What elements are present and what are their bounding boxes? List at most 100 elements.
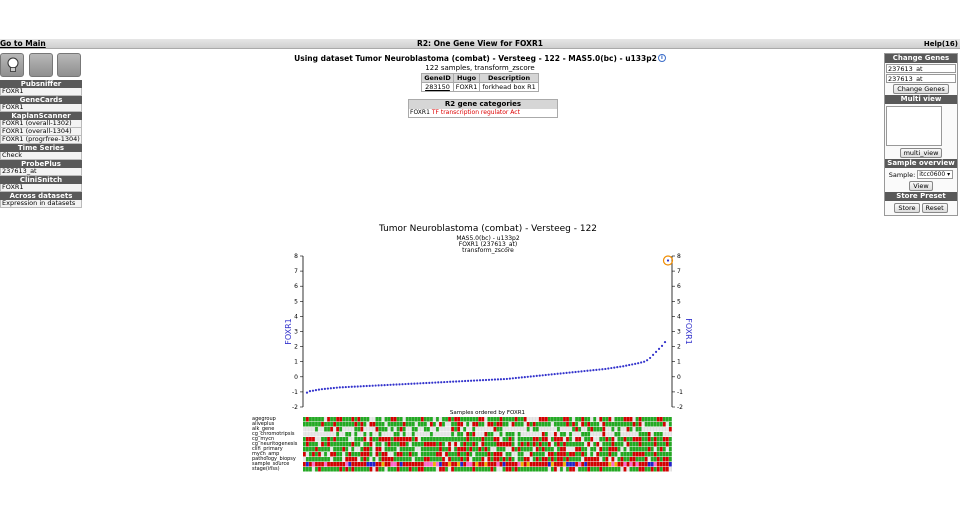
track-cell	[505, 427, 509, 432]
track-cell	[566, 442, 569, 447]
track-cell	[306, 462, 309, 467]
track-cell	[369, 462, 373, 467]
track-cell	[502, 467, 506, 472]
track-cell	[381, 422, 385, 427]
track-cell	[436, 462, 439, 467]
track-cell	[544, 447, 548, 452]
gene-id-link[interactable]: 283150	[421, 82, 454, 92]
track-cell	[638, 417, 642, 422]
sample-select[interactable]: itcc0600 ▾	[917, 170, 954, 179]
track-cell	[327, 457, 330, 462]
data-point	[562, 372, 565, 375]
section-link[interactable]: FOXR1 (overall-1302)	[0, 120, 82, 128]
section-link[interactable]: Check	[0, 152, 82, 160]
track-cell	[653, 447, 657, 452]
track-cell	[544, 417, 548, 422]
track-cell	[402, 452, 406, 457]
section-link[interactable]: Expression in datasets	[0, 200, 82, 208]
track-cell	[572, 447, 575, 452]
track-label: stage(inss)	[252, 465, 280, 472]
y-tick-label: 6	[677, 283, 681, 290]
track-cell	[557, 462, 560, 467]
gene-input-1[interactable]	[886, 64, 956, 73]
y-tick-label: 2	[677, 344, 681, 351]
gene-input-2[interactable]	[886, 74, 956, 83]
track-cell	[662, 417, 666, 422]
tool-button-3[interactable]	[57, 53, 81, 77]
change-genes-button[interactable]: Change Genes	[893, 84, 949, 94]
go-to-main-link[interactable]: Go to Main	[0, 39, 46, 48]
track-cell	[578, 432, 581, 437]
data-point	[541, 374, 544, 377]
track-cell	[378, 432, 382, 437]
track-cell	[306, 457, 309, 462]
left-panel: Pubsniffer FOXR1 GeneCards FOXR1 KaplanScann…	[0, 80, 82, 208]
track-cell	[487, 462, 491, 467]
track-cell	[487, 427, 491, 432]
data-point	[308, 390, 312, 393]
section-time-series-title: Time Series	[0, 144, 82, 152]
track-cell	[638, 432, 642, 437]
track-cell	[430, 437, 433, 442]
track-cell	[354, 452, 358, 457]
lightbulb-button[interactable]	[0, 53, 24, 77]
reset-button[interactable]: Reset	[921, 203, 948, 213]
track-cell	[584, 437, 588, 442]
sample-overview-title: Sample overview	[885, 159, 957, 168]
track-cell	[387, 467, 391, 472]
track-cell	[393, 447, 397, 452]
data-point	[353, 385, 356, 388]
track-cell	[451, 442, 454, 447]
track-cell	[638, 437, 642, 442]
section-link[interactable]: FOXR1 (progrfree-1304)	[0, 136, 82, 144]
track-cell	[360, 437, 364, 442]
track-cell	[411, 427, 415, 432]
track-cell	[411, 462, 415, 467]
y-tick-label: -2	[292, 404, 298, 411]
section-kaplanscanner-title: KaplanScanner	[0, 112, 82, 120]
section-link[interactable]: 237613_at	[0, 168, 82, 176]
multi-view-textarea[interactable]	[886, 106, 942, 146]
track-cell	[457, 467, 460, 472]
section-link[interactable]: FOXR1	[0, 104, 82, 112]
track-cell	[535, 457, 539, 462]
track-cell	[590, 442, 594, 447]
section-link[interactable]: FOXR1	[0, 184, 82, 192]
data-point	[446, 380, 449, 384]
track-cell	[363, 452, 367, 457]
track-cell	[463, 467, 467, 472]
track-cell	[345, 422, 349, 427]
track-cell	[339, 417, 343, 422]
track-cell	[375, 447, 379, 452]
track-cell	[427, 457, 430, 462]
track-cell	[463, 447, 467, 452]
track-cell	[454, 467, 457, 472]
section-link[interactable]: FOXR1 (overall-1304)	[0, 128, 82, 136]
store-button[interactable]: Store	[894, 203, 920, 213]
track-cell	[460, 442, 464, 447]
multi-view-button[interactable]: multi_view	[899, 148, 943, 158]
track-cell	[493, 432, 497, 437]
info-icon[interactable]: i	[657, 54, 666, 62]
track-cell	[390, 437, 394, 442]
track-cell	[366, 437, 370, 442]
track-cell	[632, 432, 636, 437]
help-link[interactable]: Help(16)	[923, 40, 958, 48]
track-cell	[445, 447, 448, 452]
track-cell	[659, 417, 663, 422]
track-cell	[439, 422, 442, 427]
tool-button-2[interactable]	[29, 53, 53, 77]
track-cell	[653, 442, 657, 447]
section-link[interactable]: FOXR1	[0, 88, 82, 96]
view-button[interactable]: View	[909, 181, 933, 191]
track-cell	[563, 462, 566, 467]
track-cell	[348, 422, 352, 427]
track-cell	[387, 462, 391, 467]
gene-category-row[interactable]: FOXR1 TF transcription regulator Act	[409, 109, 557, 117]
track-cell	[466, 447, 470, 452]
track-cell	[393, 437, 397, 442]
track-cell	[635, 462, 639, 467]
track-cell	[514, 442, 518, 447]
track-cell	[644, 467, 648, 472]
track-cell	[327, 447, 330, 452]
